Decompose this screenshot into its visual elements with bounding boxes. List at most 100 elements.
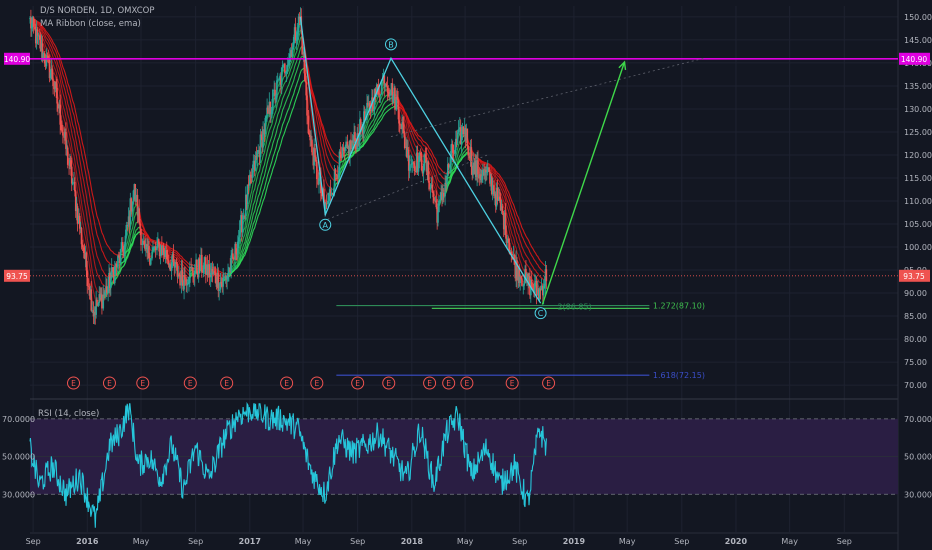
wave-point-c-marker[interactable] [534, 307, 547, 320]
price-pane[interactable]: 140.90 93.75 2(86.85) 1.272(87.10) 1.618(72.… [4, 7, 898, 390]
candle-body [166, 259, 169, 261]
earnings-marker[interactable] [136, 376, 150, 390]
wave-point-a-marker[interactable] [319, 218, 332, 231]
candle-body [379, 94, 382, 96]
candle-body [254, 155, 257, 171]
candle-body [227, 273, 229, 276]
candle-body [157, 239, 160, 245]
candle-body [351, 140, 354, 150]
candle-body [359, 119, 361, 141]
time-scale-tick: May [133, 537, 150, 546]
candle-body [338, 151, 341, 174]
candle-body [181, 269, 184, 283]
candle-body [255, 155, 258, 157]
candle-body [98, 294, 101, 303]
wave-point-b-marker[interactable] [384, 38, 397, 51]
candle-body [523, 282, 525, 286]
price-scale-tick: 90.00 [904, 289, 927, 298]
earnings-marker[interactable] [280, 376, 294, 390]
ma-ribbon-line [303, 57, 335, 171]
candle-body [91, 310, 93, 312]
candle-body [117, 255, 120, 257]
time-scale-tick: Sep [350, 537, 365, 546]
candle-body [334, 169, 337, 175]
candle-body [507, 238, 510, 243]
candle-body [367, 102, 370, 106]
candle-body [85, 252, 88, 271]
price-scale-tick: 150.00 [904, 13, 932, 22]
resistance-label-left: 140.90 [4, 55, 30, 64]
candle-body [79, 227, 82, 229]
earnings-marker[interactable] [351, 376, 365, 390]
candle-body [70, 160, 72, 167]
candle-body [498, 196, 500, 201]
ma-ribbon-line [226, 36, 303, 280]
candle-body [417, 161, 420, 172]
candle-body [305, 81, 307, 96]
candle-body [534, 282, 536, 294]
candle-body [146, 244, 149, 253]
candle-body [86, 270, 89, 286]
rsi-pane[interactable] [29, 401, 898, 528]
candle-body [366, 102, 368, 114]
candle-body [471, 166, 474, 176]
candle-body [195, 259, 197, 271]
earnings-marker-label: E [446, 379, 451, 388]
ma-ribbon-legend[interactable]: MA Ribbon (close, ema) [40, 19, 141, 29]
candle-body [292, 37, 295, 48]
earnings-marker[interactable] [220, 376, 234, 390]
candle-body [211, 268, 214, 275]
candle-body [121, 242, 124, 252]
symbol-legend[interactable]: D/S NORDEN, 1D, OMXCOP [40, 6, 155, 16]
rsi-legend[interactable]: RSI (14, close) [38, 409, 100, 419]
candle-body [435, 200, 438, 208]
candle-body [65, 132, 67, 149]
earnings-marker[interactable] [442, 376, 456, 390]
rsi-line[interactable] [29, 401, 547, 528]
candle-body [278, 78, 280, 80]
price-scale-tick: 130.00 [904, 105, 932, 114]
candle-body [52, 79, 54, 87]
earnings-marker[interactable] [310, 376, 324, 390]
candle-body [223, 277, 225, 279]
time-scale-tick: Sep [188, 537, 203, 546]
candle-body [416, 152, 419, 172]
earnings-marker[interactable] [183, 376, 197, 390]
candle-body [88, 286, 91, 296]
candle-body [169, 264, 172, 271]
earnings-marker[interactable] [102, 376, 116, 390]
candle-body [147, 246, 149, 253]
ma-ribbon-line [470, 152, 546, 274]
abc-wave-line[interactable] [299, 16, 542, 304]
candle-body [390, 83, 393, 94]
candle-body [132, 190, 135, 202]
candle-body [200, 254, 202, 271]
last-price-label-right-bg [899, 269, 930, 282]
earnings-marker[interactable] [67, 376, 81, 390]
earnings-marker[interactable] [423, 376, 437, 390]
earnings-marker[interactable] [382, 376, 396, 390]
earnings-marker[interactable] [505, 376, 519, 390]
price-scale-tick: 105.00 [904, 220, 932, 229]
candle-body [451, 143, 454, 153]
projection-arrow-head [618, 60, 627, 71]
candle-body [318, 178, 320, 185]
candle-body [320, 176, 322, 194]
candle-body [177, 274, 180, 277]
candle-body [267, 107, 269, 114]
projection-arrow-line[interactable] [541, 61, 626, 305]
earnings-marker[interactable] [460, 376, 474, 390]
earnings-marker[interactable] [542, 376, 556, 390]
candle-body [64, 132, 66, 138]
candle-body [280, 75, 282, 85]
rsi-scale-tick: 30.0000 [904, 490, 932, 499]
candle-body [516, 260, 518, 281]
candle-body [280, 67, 283, 85]
candle-body [81, 244, 84, 248]
time-scale-tick: May [457, 537, 474, 546]
candle-body [376, 84, 379, 88]
candle-body [310, 139, 312, 141]
candle-body [542, 286, 545, 296]
candle-body [357, 133, 359, 145]
